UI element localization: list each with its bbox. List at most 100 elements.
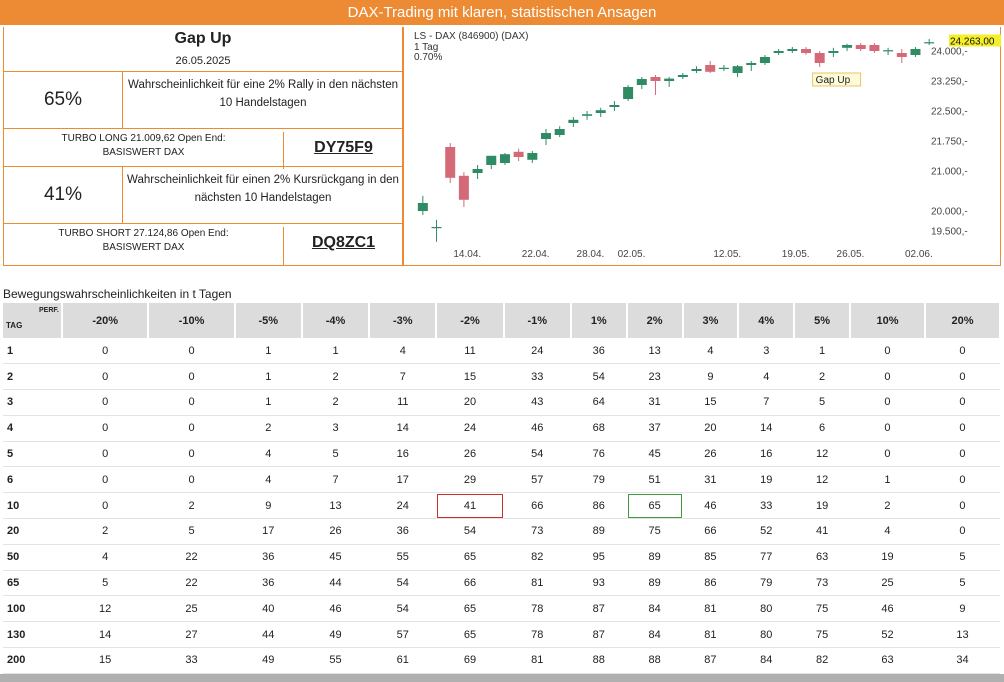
candle-body	[499, 154, 510, 163]
turbo-long-code[interactable]: DY75F9	[285, 129, 402, 166]
table-cell: 52	[738, 518, 795, 545]
table-cell: 26	[301, 518, 370, 545]
column-header: -5%	[234, 303, 303, 338]
y-tick-label: 20.000,-	[931, 207, 968, 218]
table-cell: 5	[924, 570, 1000, 597]
row-day-label: 65	[3, 570, 62, 597]
candle-body	[773, 51, 784, 53]
table-cell: 45	[626, 441, 683, 468]
table-cell: 6	[794, 415, 850, 442]
candle-body	[650, 77, 661, 81]
turbo-short-description: TURBO SHORT 27.124,86 Open End: BASISWER…	[4, 227, 284, 265]
table-cell: 64	[570, 389, 627, 416]
table-cell: 14	[369, 415, 437, 442]
candle-body	[814, 53, 825, 63]
table-cell: 0	[148, 338, 235, 365]
candle-body	[732, 66, 743, 73]
table-cell: 89	[626, 544, 683, 571]
table-cell: 4	[369, 338, 437, 365]
column-header: -4%	[301, 303, 371, 338]
turbo-long-code-link[interactable]: DY75F9	[314, 138, 373, 156]
table-cell: 3	[301, 415, 370, 442]
table-cell: 2	[301, 363, 370, 391]
table-cell: 76	[570, 441, 627, 468]
table-cell: 75	[626, 518, 683, 545]
table-cell: 87	[682, 647, 739, 674]
rally-probability-value: 65%	[4, 72, 123, 128]
y-tick-label: 22.500,-	[931, 107, 968, 118]
column-header: 5%	[794, 303, 851, 338]
column-header: -1%	[503, 303, 572, 338]
signal-title: Gap Up	[174, 30, 232, 47]
table-cell: 65	[436, 544, 504, 571]
table-cell: 84	[626, 621, 683, 649]
candle-body	[664, 78, 675, 81]
row-day-label: 200	[3, 647, 62, 674]
table-cell: 17	[369, 466, 437, 494]
corner-tag-label: TAG	[6, 321, 23, 330]
table-cell: 85	[682, 544, 739, 571]
table-cell: 0	[924, 466, 1000, 494]
candle-body	[623, 87, 634, 99]
table-cell: 86	[570, 492, 627, 520]
table-cell: 15	[62, 647, 149, 674]
table-title: Bewegungswahrscheinlichkeiten in t Tagen	[3, 287, 232, 301]
table-cell: 9	[234, 492, 302, 520]
table-header-row: TAG PERF. -20% -10% -5% -4% -3% -2% -1% 1% 2% 3% 4…	[3, 303, 1002, 338]
table-cell: 19	[794, 492, 850, 520]
table-corner-header: TAG PERF.	[3, 303, 63, 338]
footer-bar	[0, 674, 1004, 682]
table-cell: 24	[369, 492, 437, 520]
candle-body	[910, 49, 921, 55]
table-cell: 25	[850, 570, 925, 597]
column-header: 3%	[682, 303, 740, 338]
table-cell: 22	[148, 570, 235, 597]
candle-body	[431, 227, 442, 229]
table-cell: 9	[924, 595, 1000, 623]
table-cell: 81	[503, 647, 571, 674]
y-tick-label: 21.000,-	[931, 167, 968, 178]
table-cell: 44	[301, 570, 370, 597]
table-cell: 7	[738, 389, 795, 416]
candle-body	[554, 129, 565, 135]
table-cell: 81	[503, 570, 571, 597]
row-day-label: 2	[3, 363, 62, 391]
signal-date: 26.05.2025	[175, 55, 231, 67]
candle-body	[691, 69, 702, 71]
table-cell: 5	[148, 518, 235, 545]
table-cell: 4	[738, 363, 795, 391]
turbo-short-row: TURBO SHORT 27.124,86 Open End: BASISWER…	[4, 224, 402, 265]
table-cell: 3	[738, 338, 795, 365]
candle-body	[924, 42, 935, 44]
turbo-short-code[interactable]: DQ8ZC1	[285, 224, 402, 262]
turbo-short-code-link[interactable]: DQ8ZC1	[311, 234, 376, 251]
row-day-label: 6	[3, 466, 62, 494]
table-cell: 34	[924, 647, 1000, 674]
table-cell: 89	[570, 518, 627, 545]
table-cell: 87	[570, 621, 627, 649]
table-cell: 4	[62, 544, 149, 571]
table-cell: 14	[62, 621, 149, 649]
table-cell: 82	[503, 544, 571, 571]
table-cell: 12	[794, 441, 850, 468]
table-row: 100 12 25 40 46 54 65 78 87 84 81 80 75 46 9	[3, 595, 1000, 623]
gap-up-annotation-box	[812, 72, 862, 87]
candle-body	[855, 45, 866, 49]
table-cell: 86	[682, 570, 739, 597]
row-day-label: 100	[3, 595, 62, 623]
table-cell: 0	[850, 363, 925, 391]
row-day-label: 3	[3, 389, 62, 416]
turbo-long-line2: BASISWERT DAX	[102, 147, 185, 158]
table-cell: 88	[626, 647, 683, 674]
drop-probability-value: 41%	[4, 167, 123, 223]
table-cell: 2	[794, 363, 850, 391]
table-row: 10 0 2 9 13 24 41 66 86 65 46 33 19 2 0	[3, 492, 1000, 520]
x-tick-label: 02.06.	[905, 249, 933, 260]
x-tick-label: 02.05.	[618, 249, 646, 260]
table-cell: 0	[148, 415, 235, 442]
column-header: -10%	[148, 303, 236, 338]
table-cell: 0	[148, 363, 235, 391]
table-cell: 65	[436, 621, 504, 649]
table-cell: 11	[369, 389, 437, 416]
candle-body	[445, 147, 456, 178]
